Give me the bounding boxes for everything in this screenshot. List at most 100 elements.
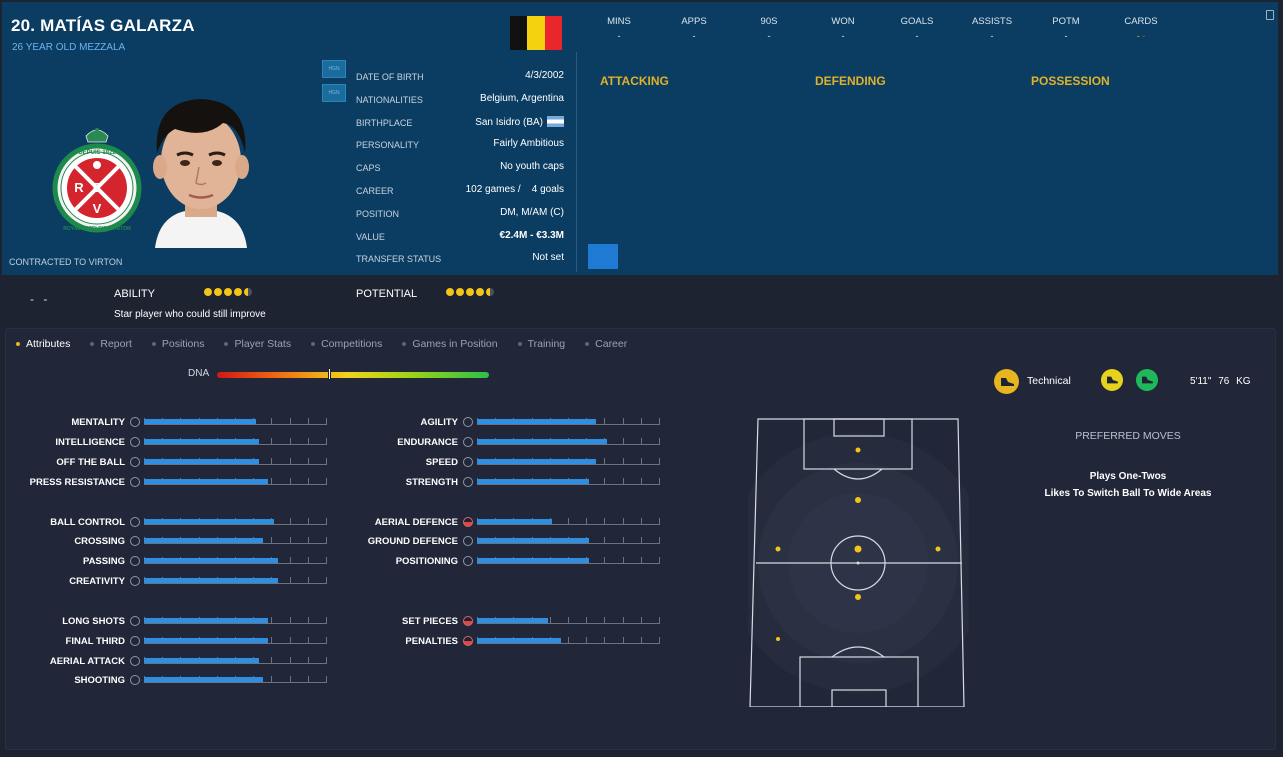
attribute-row[interactable]: POSITIONING	[335, 555, 660, 567]
bar-tick	[586, 637, 588, 644]
bar-tick	[568, 637, 569, 644]
tab-career[interactable]: Career	[585, 338, 647, 350]
tab-report[interactable]: Report	[90, 338, 152, 350]
attribute-bar	[144, 518, 327, 526]
tab-attributes[interactable]: Attributes	[16, 338, 90, 350]
side-button-1[interactable]: HGN	[322, 60, 346, 78]
attribute-name: CROSSING	[74, 535, 125, 547]
attribute-bar	[477, 557, 660, 565]
tab-label: Career	[595, 338, 628, 350]
attribute-row[interactable]: INTELLIGENCE	[2, 436, 327, 448]
bar-fill	[477, 459, 596, 464]
stat-value: -	[692, 31, 696, 41]
crest-letter-v: V	[93, 201, 102, 216]
attribute-bar	[477, 418, 660, 426]
info-value[interactable]: San Isidro (BA)	[475, 116, 543, 128]
tab-dot-icon	[311, 342, 316, 346]
options-icon[interactable]	[1266, 10, 1274, 20]
stat-potm: POTM -	[1029, 16, 1103, 41]
attribute-row[interactable]: AERIAL ATTACK	[2, 655, 327, 667]
tab-player-stats[interactable]: Player Stats	[224, 338, 311, 350]
bar-tick	[659, 438, 660, 445]
attribute-bar	[477, 537, 660, 545]
contract-status[interactable]: CONTRACTED TO VIRTON	[9, 257, 123, 267]
bar-tick	[307, 637, 309, 644]
attribute-row[interactable]: AERIAL DEFENCE	[335, 516, 660, 528]
attribute-icon	[130, 417, 140, 427]
attribute-name: SPEED	[425, 456, 458, 468]
attribute-row[interactable]: SPEED	[335, 456, 660, 468]
info-value[interactable]: Belgium, Argentina	[480, 92, 564, 104]
bar-tick	[289, 617, 291, 624]
bar-tick	[326, 577, 327, 584]
attribute-row[interactable]: STRENGTH	[335, 476, 660, 488]
attribute-bar	[144, 537, 327, 545]
bar-tick	[289, 557, 291, 564]
club-crest-icon[interactable]: DEPUIS 1922 R E V ROYAL EXCELSIOR VIRTON	[52, 122, 142, 236]
player-subtitle[interactable]: 26 YEAR OLD MEZZALA	[12, 42, 126, 53]
attribute-bar	[144, 458, 327, 466]
attribute-row[interactable]: FINAL THIRD	[2, 635, 327, 647]
player-info-table: DATE OF BIRTH 4/3/2002 NATIONALITIES Belgi…	[356, 62, 566, 267]
bar-tick	[289, 458, 291, 465]
attribute-name: LONG SHOTS	[62, 615, 125, 627]
heading-defending: DEFENDING	[815, 74, 886, 88]
bar-tick	[326, 438, 327, 445]
flag-stripe-red	[544, 16, 562, 50]
side-button-2[interactable]: HGN	[322, 84, 346, 102]
attribute-row[interactable]: AGILITY	[335, 416, 660, 428]
tab-training[interactable]: Training	[517, 338, 586, 350]
bar-tick	[586, 518, 588, 525]
attribute-bar	[477, 637, 660, 645]
info-value: No youth caps	[500, 161, 564, 173]
attribute-row[interactable]: GROUND DEFENCE	[335, 535, 660, 547]
info-label: POSITION	[356, 208, 400, 219]
attribute-row[interactable]: LONG SHOTS	[2, 615, 327, 627]
attribute-row[interactable]: ENDURANCE	[335, 436, 660, 448]
stat-value: -	[1064, 31, 1068, 41]
technical-boot-icon[interactable]	[994, 369, 1019, 394]
blue-indicator[interactable]	[588, 244, 618, 269]
tab-dot-icon	[402, 342, 407, 346]
attribute-row[interactable]: OFF THE BALL	[2, 456, 327, 468]
tab-label: Player Stats	[234, 338, 292, 350]
stat-value: -	[841, 31, 845, 41]
tab-competitions[interactable]: Competitions	[311, 338, 402, 350]
tab-dot-icon	[90, 342, 95, 346]
bar-tick	[326, 657, 327, 664]
attribute-row[interactable]: SHOOTING	[2, 674, 327, 686]
stat-value: -	[617, 31, 621, 41]
attribute-name: BALL CONTROL	[50, 516, 125, 528]
bar-tick	[307, 418, 309, 425]
stat-label: CARDS	[1124, 16, 1158, 27]
attribute-row[interactable]: MENTALITY	[2, 416, 327, 428]
attribute-row[interactable]: PRESS RESISTANCE	[2, 476, 327, 488]
info-row-nationalities: NATIONALITIES Belgium, Argentina	[356, 85, 566, 108]
attribute-row[interactable]: PENALTIES	[335, 635, 660, 647]
bar-tick	[659, 537, 660, 544]
bar-tick	[604, 537, 606, 544]
stat-apps: APPS -	[657, 16, 731, 41]
attribute-row[interactable]: BALL CONTROL	[2, 516, 327, 528]
attribute-icon	[130, 517, 140, 527]
bar-tick	[604, 458, 606, 465]
attribute-row[interactable]: SET PIECES	[335, 615, 660, 627]
bar-fill	[477, 519, 553, 524]
tab-positions[interactable]: Positions	[151, 338, 225, 350]
attribute-row[interactable]: PASSING	[2, 555, 327, 567]
bar-tick	[289, 478, 291, 485]
attribute-row[interactable]: CREATIVITY	[2, 575, 327, 587]
bar-fill	[144, 658, 260, 663]
tab-games-in-position[interactable]: Games in Position	[402, 338, 517, 350]
attribute-row[interactable]: CROSSING	[2, 535, 327, 547]
attribute-name: GROUND DEFENCE	[367, 535, 458, 547]
right-foot-icon[interactable]	[1136, 369, 1158, 391]
bar-tick	[659, 557, 660, 564]
bar-tick	[604, 418, 606, 425]
bar-tick	[640, 518, 642, 525]
attribute-icon	[130, 457, 140, 467]
player-weight: 76 KG	[1218, 376, 1251, 387]
weakness-icon	[463, 517, 473, 527]
left-foot-icon[interactable]	[1101, 369, 1123, 391]
info-row-dob: DATE OF BIRTH 4/3/2002	[356, 62, 566, 85]
